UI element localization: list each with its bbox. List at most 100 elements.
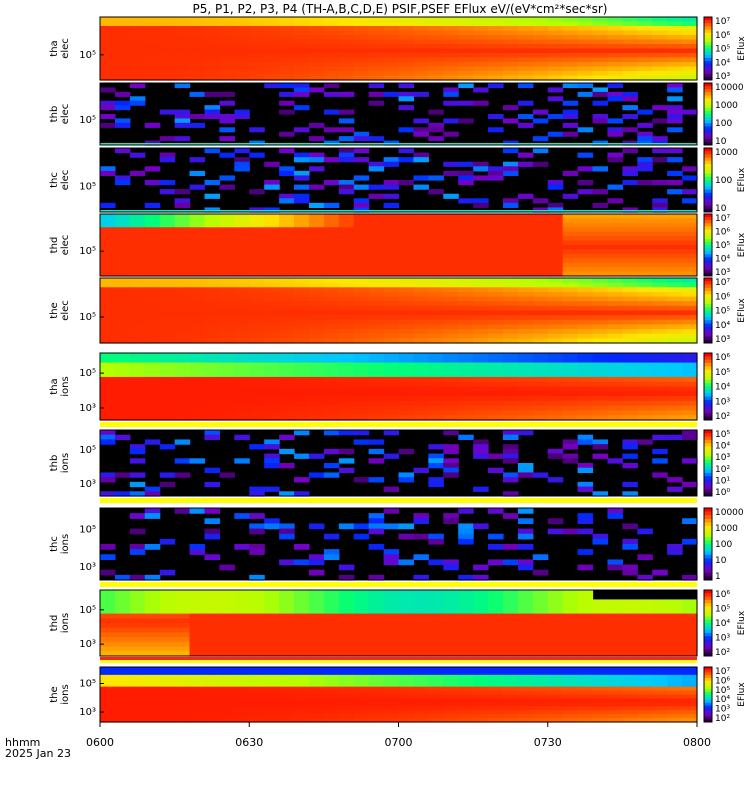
heatmap-cell [353,439,370,445]
heatmap-cell [204,287,221,293]
heatmap-cell [249,667,265,672]
heatmap-cell [652,718,668,723]
heatmap-cell [607,682,623,688]
colorbar-segment [704,126,712,130]
heatmap-cell [129,71,146,77]
heatmap-cell [129,287,146,293]
heatmap-cell [129,17,146,23]
heatmap-cell [652,670,668,676]
heatmap-cell [428,71,444,77]
heatmap-cell [159,396,176,402]
heatmap-cell [443,594,459,601]
heatmap-cell [204,430,221,436]
heatmap-cell [443,694,459,700]
heatmap-cell [353,533,370,540]
heatmap-cell [368,690,385,696]
heatmap-cell [189,400,206,407]
heatmap-cell [383,608,400,615]
heatmap-cell [667,118,683,124]
heatmap-cell [204,718,221,723]
colorbar-segment [704,393,712,398]
heatmap-cell [279,396,295,402]
colorbar-segment [704,456,712,461]
heatmap-cell [458,362,474,368]
heatmap-cell [413,218,429,224]
heatmap-cell [338,258,355,264]
heatmap-cell [219,258,235,264]
heatmap-cell [652,48,668,54]
heatmap-cell [637,637,653,643]
heatmap-cell [383,249,400,255]
heatmap-cell [562,287,579,293]
heatmap-cell [607,249,623,255]
heatmap-cell [294,714,310,719]
heatmap-cell [189,362,206,368]
heatmap-cell [547,278,564,284]
heatmap-cell [488,222,504,228]
heatmap-cell [264,161,280,167]
colorbar-tick: 1000 [715,524,738,534]
heatmap-cell [502,682,519,688]
heatmap-cell [547,448,564,455]
heatmap-cell [189,296,206,302]
heatmap-cell [488,227,504,233]
colorbar-segment [704,649,712,654]
heatmap-cell [159,26,176,32]
heatmap-cell [607,66,623,72]
heatmap-cell [502,258,519,264]
heatmap-cell [189,44,206,50]
heatmap-cell [473,400,489,407]
heatmap-cell [249,231,265,237]
colorbar-segment [704,623,712,627]
heatmap-cell [353,30,370,36]
heatmap-cell [114,604,131,610]
heatmap-cell [383,362,400,368]
heatmap-cell [473,678,489,684]
heatmap-cell [159,651,176,657]
heatmap-cell [547,594,564,601]
heatmap-cell [129,396,146,402]
heatmap-cell [204,508,221,514]
heatmap-cell [622,623,638,629]
heatmap-cell [502,353,519,359]
heatmap-cell [219,75,235,81]
heatmap-cell [234,296,250,302]
heatmap-cell [234,319,250,326]
heatmap-cell [607,613,623,619]
heatmap-cell [517,253,534,259]
heatmap-cell [219,127,235,133]
heatmap-cell [398,249,415,255]
heatmap-cell [652,148,668,154]
heatmap-cell [204,245,221,251]
heatmap-cell [682,714,698,719]
heatmap-cell [622,26,638,32]
heatmap-cell [249,258,265,264]
colorbar-tick: 10⁵ [715,430,730,440]
heatmap-cell [488,127,504,133]
heatmap-cell [323,391,340,397]
heatmap-cell [637,62,653,68]
heatmap-cell [204,193,221,199]
heatmap-cell [100,245,116,251]
heatmap-cell [219,400,235,407]
heatmap-cell [517,296,534,302]
heatmap-cell [234,26,250,32]
time-axis-label: hhmm [5,736,40,749]
heatmap-cell [249,627,265,634]
heatmap-cell [234,258,250,264]
heatmap-cell [308,301,325,307]
heatmap-cell [264,599,280,605]
heatmap-cell [249,301,265,307]
heatmap-cell [562,39,579,45]
heatmap-cell [562,131,579,137]
heatmap-cell [458,240,474,246]
heatmap-cell [547,222,564,228]
heatmap-cell [294,694,310,700]
heatmap-cell [592,678,609,684]
heatmap-cell [338,62,355,68]
heatmap-cell [279,376,295,383]
heatmap-cell [398,75,415,81]
heatmap-cell [308,702,325,707]
heatmap-cell [652,180,668,186]
